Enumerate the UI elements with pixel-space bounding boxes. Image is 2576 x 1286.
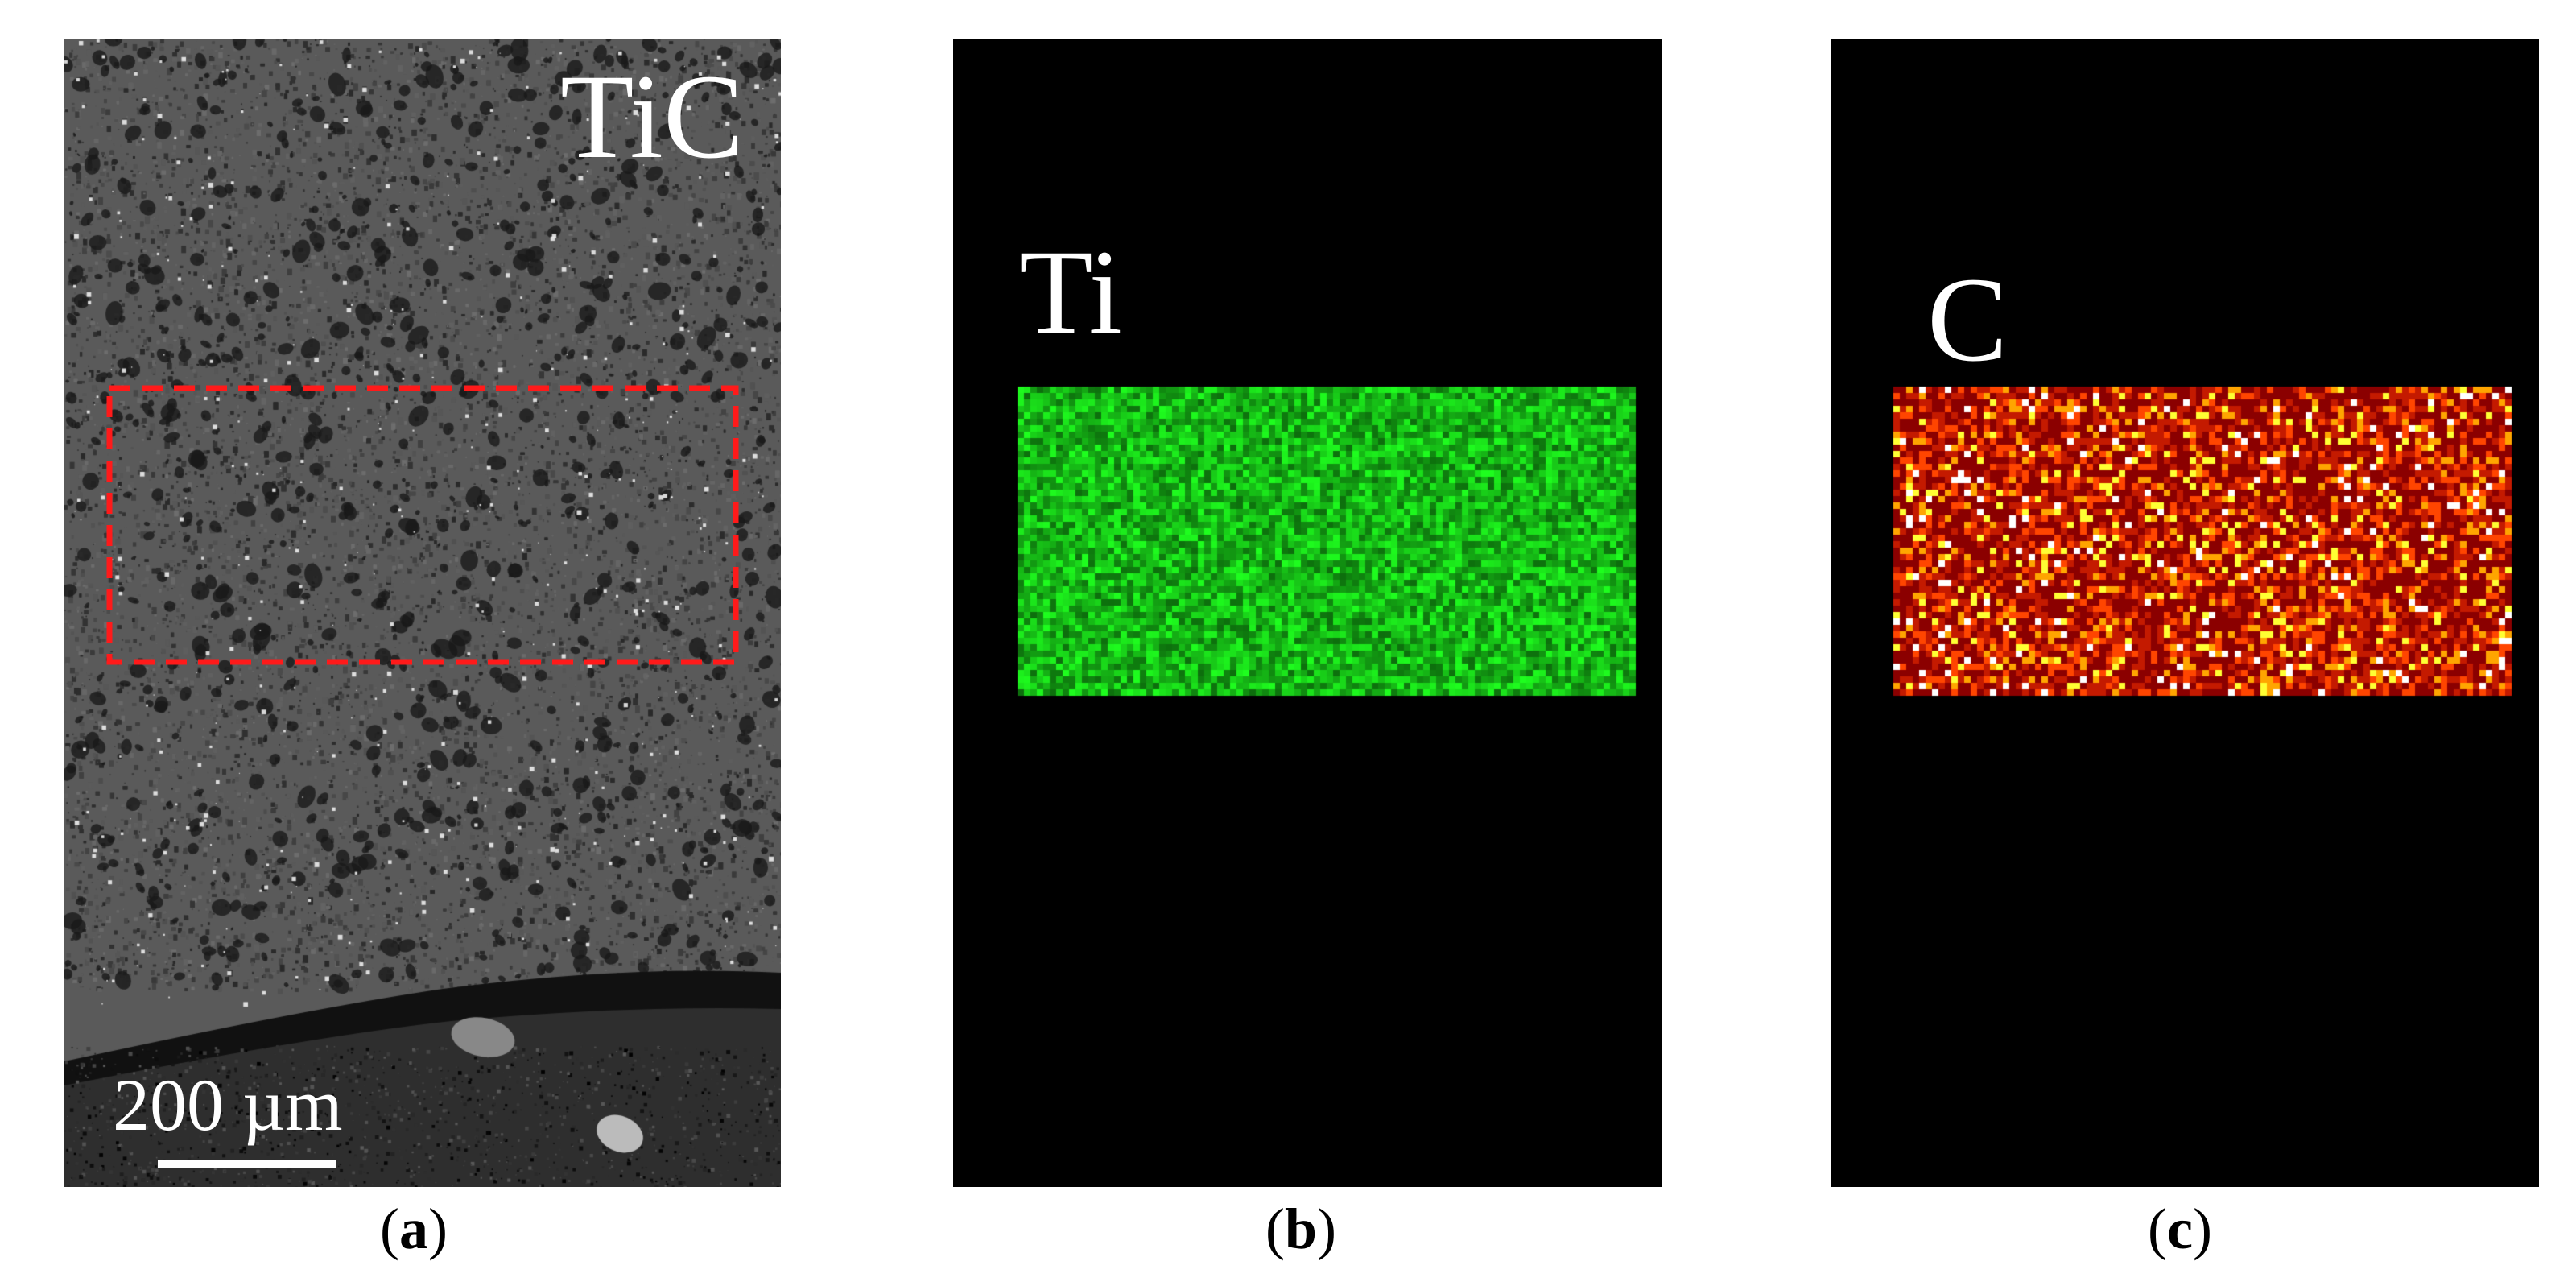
ti-label: Ti	[1019, 225, 1123, 359]
ti-element-map	[953, 39, 1662, 1187]
scale-bar	[158, 1160, 336, 1168]
highlight-box	[106, 385, 739, 665]
c-map-panel: C	[1831, 39, 2539, 1187]
sem-image	[64, 39, 781, 1187]
tic-label: TiC	[559, 50, 744, 184]
ti-map-panel: Ti	[953, 39, 1662, 1187]
scale-bar-label: 200 µm	[113, 1064, 343, 1146]
caption-c: (c)	[2148, 1197, 2212, 1261]
caption-b: (b)	[1265, 1197, 1337, 1261]
c-label: C	[1927, 253, 2008, 387]
sem-micrograph-panel: TiC 200 µm	[64, 39, 781, 1187]
caption-a: (a)	[380, 1197, 448, 1261]
c-element-map	[1831, 39, 2539, 1187]
highlight-overlay	[106, 385, 739, 665]
